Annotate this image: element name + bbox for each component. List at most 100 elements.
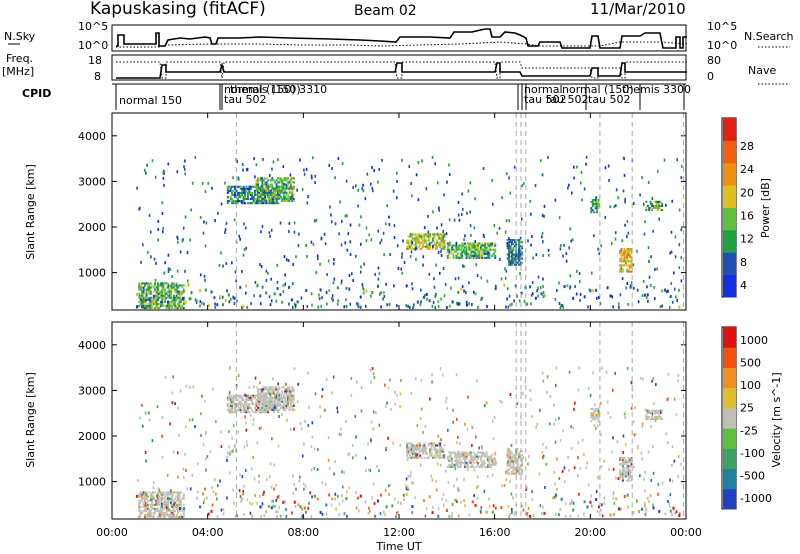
echo-cell xyxy=(639,474,641,478)
echo-cell xyxy=(274,396,277,399)
echo-cell xyxy=(138,294,141,297)
echo-cell xyxy=(239,191,242,194)
echo-cell xyxy=(314,174,316,178)
echo-cell xyxy=(432,239,435,242)
echo-cell xyxy=(471,254,474,257)
echo-cell xyxy=(554,418,557,422)
echo-cell xyxy=(431,244,434,248)
echo-cell xyxy=(262,193,265,196)
echo-cell xyxy=(238,394,241,397)
xtick-label: 08:00 xyxy=(287,526,319,539)
echo-cell xyxy=(338,232,340,236)
echo-cell xyxy=(451,514,453,518)
echo-cell xyxy=(179,300,182,303)
echo-cell xyxy=(496,231,499,235)
echo-cell xyxy=(277,390,280,393)
echo-cell xyxy=(659,204,662,207)
echo-cell xyxy=(410,448,413,451)
echo-cell xyxy=(388,223,391,227)
echo-cell xyxy=(266,396,269,399)
echo-cell xyxy=(641,176,643,180)
echo-cell xyxy=(494,248,497,251)
echo-cell xyxy=(652,229,654,233)
echo-cell xyxy=(310,240,313,244)
echo-cell xyxy=(516,294,519,298)
echo-cell xyxy=(436,444,439,447)
echo-cell xyxy=(508,251,511,254)
echo-cell xyxy=(652,503,654,507)
echo-cell xyxy=(594,414,597,417)
colorbar-tick-label: -500 xyxy=(740,469,765,482)
echo-cell xyxy=(154,298,157,301)
echo-cell xyxy=(259,407,262,410)
nsky-trace xyxy=(116,28,687,49)
echo-cell xyxy=(509,480,511,484)
echo-cell xyxy=(382,510,385,514)
echo-cell xyxy=(142,491,145,494)
echo-cell xyxy=(291,404,294,407)
echo-cell xyxy=(145,282,148,285)
echo-cell xyxy=(596,207,599,210)
echo-cell xyxy=(303,168,305,172)
xaxis-label: Time UT xyxy=(375,540,421,553)
echo-cell xyxy=(284,179,287,182)
echo-cell xyxy=(340,243,343,247)
echo-cell xyxy=(442,247,445,250)
echo-cell xyxy=(156,294,159,297)
echo-cell xyxy=(149,304,152,308)
echo-cell xyxy=(175,495,178,498)
echo-cell xyxy=(621,473,624,476)
echo-cell xyxy=(229,367,231,371)
echo-cell xyxy=(596,416,599,419)
echo-cell xyxy=(464,252,467,255)
echo-cell xyxy=(224,228,227,232)
echo-cell xyxy=(238,234,241,238)
echo-cell xyxy=(172,284,175,287)
echo-cell xyxy=(520,257,523,260)
echo-cell xyxy=(436,452,439,455)
echo-cell xyxy=(165,497,168,500)
echo-cell xyxy=(186,279,189,283)
echo-cell xyxy=(148,307,151,310)
echo-cell xyxy=(420,456,423,459)
echo-cell xyxy=(493,416,496,420)
echo-cell xyxy=(432,233,435,236)
echo-cell xyxy=(141,493,144,496)
echo-cell xyxy=(488,455,491,458)
echo-cell xyxy=(330,213,332,217)
echo-cell xyxy=(591,203,594,206)
echo-cell xyxy=(411,247,414,250)
echo-cell xyxy=(287,400,290,403)
echo-cell xyxy=(508,241,511,244)
echo-cell xyxy=(626,465,629,468)
echo-cell xyxy=(241,396,244,399)
echo-cell xyxy=(287,195,290,198)
echo-cell xyxy=(481,242,484,245)
echo-cell xyxy=(345,298,347,302)
echo-cell xyxy=(254,376,257,380)
echo-cell xyxy=(184,172,186,176)
echo-cell xyxy=(246,394,249,397)
echo-cell xyxy=(484,248,487,251)
echo-cell xyxy=(161,509,164,512)
echo-cell xyxy=(649,206,652,209)
echo-cell xyxy=(264,197,267,200)
echo-cell xyxy=(406,241,409,244)
echo-cell xyxy=(542,379,545,383)
echo-cell xyxy=(448,172,451,176)
echo-cell xyxy=(168,491,171,494)
echo-cell xyxy=(484,252,487,255)
echo-cell xyxy=(271,198,274,201)
echo-cell xyxy=(328,289,331,293)
echo-cell xyxy=(626,461,629,464)
echo-cell xyxy=(277,202,280,205)
echo-cell xyxy=(365,239,368,243)
echo-cell xyxy=(475,244,478,247)
echo-cell xyxy=(148,292,151,295)
echo-cell xyxy=(255,185,258,188)
echo-cell xyxy=(327,436,330,440)
echo-cell xyxy=(266,411,269,414)
echo-cell xyxy=(266,402,269,405)
echo-cell xyxy=(506,450,509,453)
echo-cell xyxy=(327,458,330,462)
